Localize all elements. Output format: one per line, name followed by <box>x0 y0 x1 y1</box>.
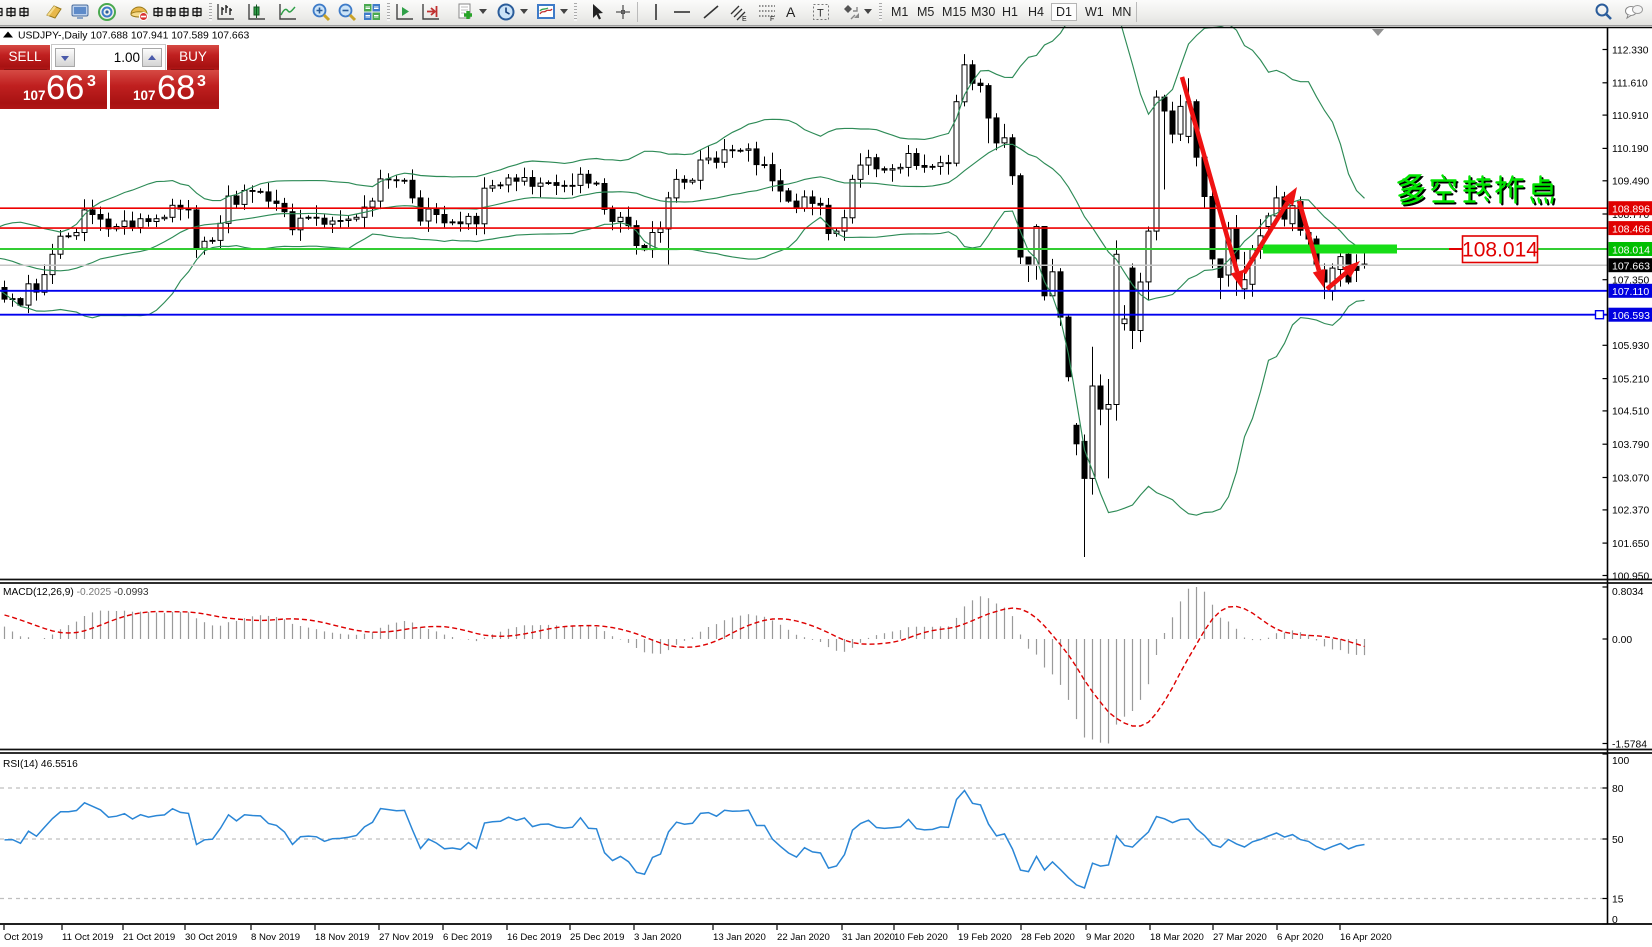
svg-text:107.110: 107.110 <box>1612 286 1649 298</box>
svg-text:50: 50 <box>1612 835 1624 846</box>
svg-text:USDJPY-,Daily 107.688 107.941: USDJPY-,Daily 107.688 107.941 107.589 10… <box>18 31 249 42</box>
svg-text:108.014: 108.014 <box>1462 239 1538 262</box>
svg-text:RSI(14) 46.5516: RSI(14) 46.5516 <box>3 759 78 770</box>
svg-text:9 Mar 2020: 9 Mar 2020 <box>1086 932 1135 943</box>
svg-text:102.370: 102.370 <box>1612 506 1649 517</box>
svg-text:10 Feb 2020: 10 Feb 2020 <box>894 932 948 943</box>
svg-text:21 Oct 2019: 21 Oct 2019 <box>123 932 175 943</box>
svg-text:111.610: 111.610 <box>1612 79 1648 90</box>
svg-text:E: E <box>742 16 747 22</box>
svg-text:0.00: 0.00 <box>1612 635 1632 646</box>
svg-text:105.210: 105.210 <box>1612 374 1649 385</box>
svg-text:16 Apr 2020: 16 Apr 2020 <box>1340 932 1392 943</box>
svg-text:13 Jan 2020: 13 Jan 2020 <box>713 932 766 943</box>
svg-text:106.593: 106.593 <box>1612 310 1650 322</box>
svg-text:108.014: 108.014 <box>1612 244 1650 256</box>
svg-text:T: T <box>817 8 824 20</box>
svg-text:-1.5784: -1.5784 <box>1612 740 1647 751</box>
svg-text:0: 0 <box>1612 915 1618 926</box>
svg-text:108.770: 108.770 <box>1612 210 1649 221</box>
svg-text:80: 80 <box>1612 784 1624 795</box>
svg-text:6 Dec 2019: 6 Dec 2019 <box>443 932 492 943</box>
svg-text:30 Oct 2019: 30 Oct 2019 <box>185 932 237 943</box>
svg-text:104.510: 104.510 <box>1612 407 1649 418</box>
svg-text:F: F <box>770 16 774 22</box>
svg-text:108.466: 108.466 <box>1612 224 1650 236</box>
svg-text:16 Dec 2019: 16 Dec 2019 <box>507 932 561 943</box>
svg-text:18 Nov 2019: 18 Nov 2019 <box>315 932 369 943</box>
svg-text:108.896: 108.896 <box>1612 204 1650 216</box>
svg-text:11 Oct 2019: 11 Oct 2019 <box>62 932 114 943</box>
svg-text:27 Nov 2019: 27 Nov 2019 <box>379 932 433 943</box>
svg-text:0.8034: 0.8034 <box>1612 587 1644 598</box>
svg-text:Oct 2019: Oct 2019 <box>4 932 43 943</box>
svg-text:107.663: 107.663 <box>1612 261 1650 273</box>
svg-text:MACD(12,26,9) -0.2025 -0.0993: MACD(12,26,9) -0.2025 -0.0993 <box>3 587 149 598</box>
svg-text:105.930: 105.930 <box>1612 341 1649 352</box>
svg-text:19 Feb 2020: 19 Feb 2020 <box>958 932 1012 943</box>
svg-text:18 Mar 2020: 18 Mar 2020 <box>1150 932 1204 943</box>
svg-text:101.650: 101.650 <box>1612 539 1649 550</box>
svg-text:112.330: 112.330 <box>1612 45 1649 56</box>
svg-text:100.950: 100.950 <box>1612 571 1649 582</box>
svg-text:3 Jan 2020: 3 Jan 2020 <box>634 932 681 943</box>
svg-text:103.070: 103.070 <box>1612 473 1649 484</box>
svg-text:15: 15 <box>1612 895 1624 906</box>
svg-text:107.350: 107.350 <box>1612 276 1649 287</box>
svg-text:25 Dec 2019: 25 Dec 2019 <box>570 932 624 943</box>
svg-text:28 Feb 2020: 28 Feb 2020 <box>1021 932 1075 943</box>
svg-text:109.490: 109.490 <box>1612 177 1649 188</box>
svg-text:103.790: 103.790 <box>1612 440 1649 451</box>
svg-text:22 Jan 2020: 22 Jan 2020 <box>777 932 830 943</box>
svg-text:110.910: 110.910 <box>1612 111 1649 122</box>
svg-text:8 Nov 2019: 8 Nov 2019 <box>251 932 300 943</box>
svg-text:100: 100 <box>1612 756 1629 767</box>
svg-text:6 Apr 2020: 6 Apr 2020 <box>1277 932 1323 943</box>
svg-text:110.190: 110.190 <box>1612 144 1649 155</box>
svg-text:31 Jan 2020: 31 Jan 2020 <box>842 932 895 943</box>
svg-text:27 Mar 2020: 27 Mar 2020 <box>1213 932 1267 943</box>
